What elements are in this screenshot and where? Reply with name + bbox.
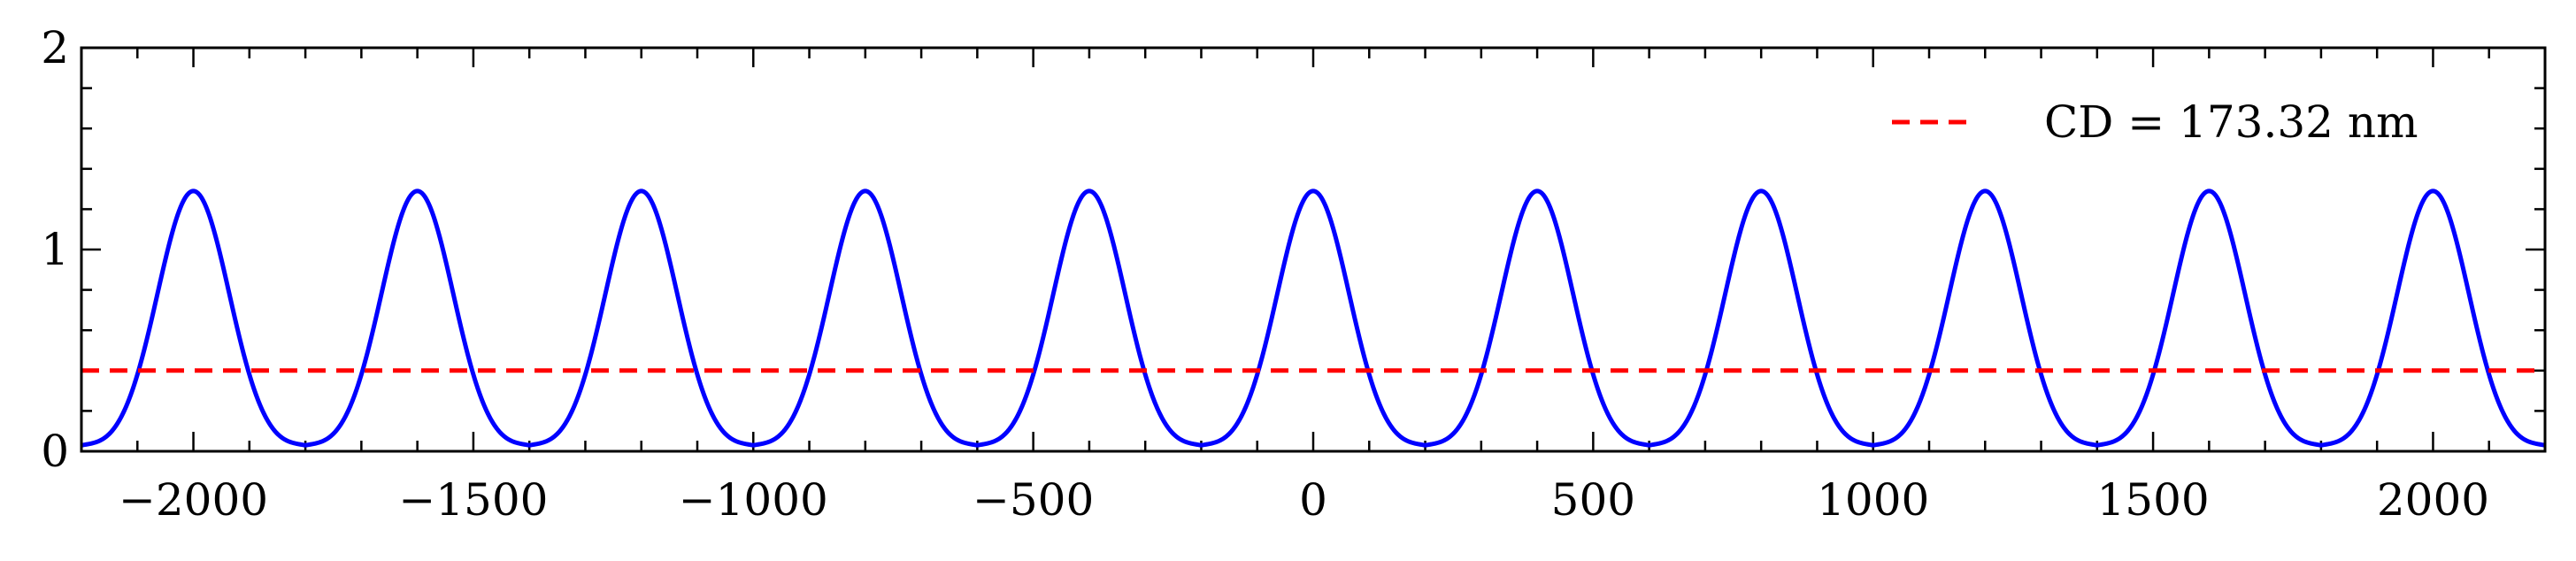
y-tick-label: 0 [41,426,69,477]
x-tick-label: 2000 [2377,474,2489,526]
legend-label-threshold: CD = 173.32 nm [2044,96,2418,148]
x-tick-label: 500 [1551,474,1635,526]
plot-layer [80,188,2547,448]
y-tick-label: 1 [41,224,69,275]
series-intensity-line [80,188,2547,448]
plot-frame [80,46,2547,453]
x-tick-label: −1500 [398,474,548,526]
y-tick-label: 2 [41,22,69,73]
x-tick-label: 0 [1299,474,1327,526]
x-tick-label: 1500 [2096,474,2209,526]
x-tick-label: 1000 [1817,474,1929,526]
ticks-layer: −2000 −1500 −1000 −500 0 500 1000 1500 2000 0 1 2 [41,22,2547,526]
x-tick-label: −1000 [679,474,828,526]
x-tick-label: −2000 [119,474,268,526]
x-tick-label: −500 [973,474,1094,526]
legend: CD = 173.32 nm [1892,96,2418,148]
